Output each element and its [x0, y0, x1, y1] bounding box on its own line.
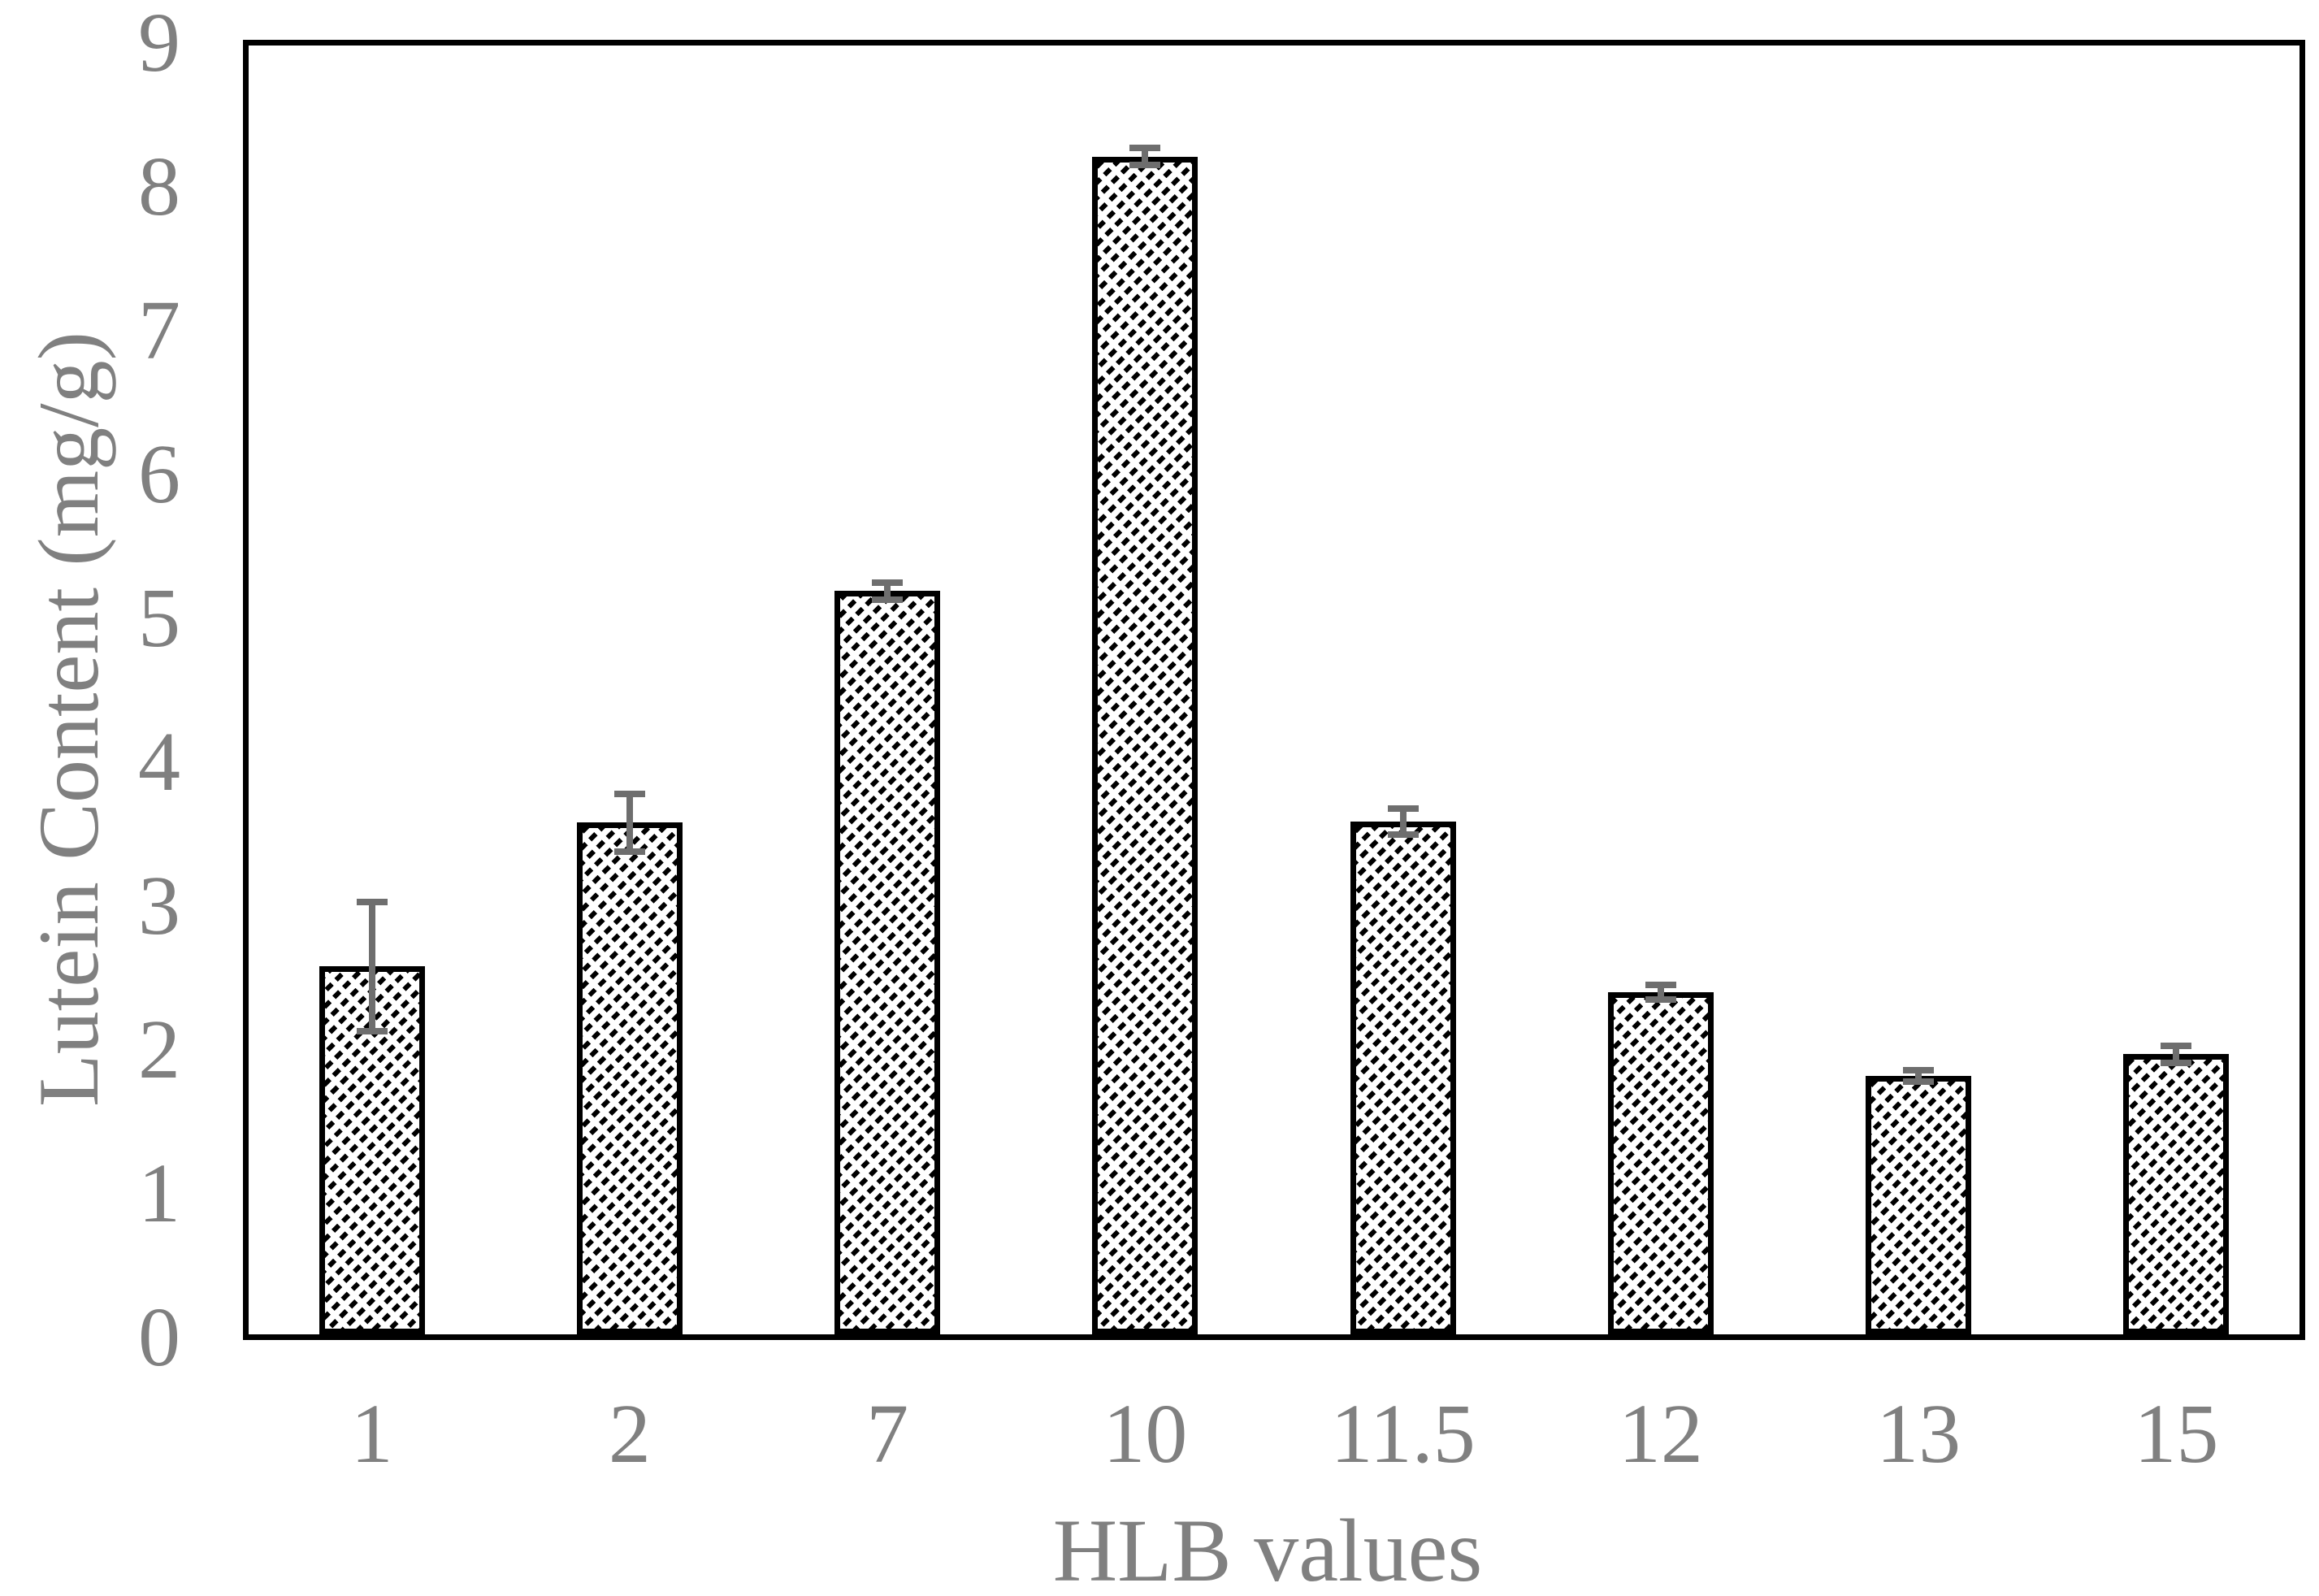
bar-hlb-2 [576, 822, 683, 1334]
error-bar-line-hlb-2 [626, 793, 633, 852]
y-tick-label-7: 7 [138, 284, 180, 377]
y-axis-title: Lutein Content (mg/g) [21, 332, 116, 1107]
y-tick-label-9: 9 [138, 0, 180, 89]
error-bar-cap-top-hlb-12 [1645, 982, 1676, 989]
x-tick-label-11.5: 11.5 [1330, 1387, 1476, 1481]
bar-hlb-12 [1607, 992, 1714, 1334]
bar-hlb-11.5 [1350, 821, 1456, 1334]
error-bar-cap-top-hlb-15 [2161, 1042, 2192, 1049]
error-bar-cap-bottom-hlb-15 [2161, 1059, 2192, 1066]
plot-area [243, 40, 2305, 1340]
y-tick-label-3: 3 [138, 859, 180, 952]
error-bar-cap-bottom-hlb-12 [1645, 996, 1676, 1004]
error-bar-line-hlb-7 [884, 582, 891, 600]
error-bar-cap-top-hlb-10 [1129, 145, 1161, 152]
bar-hlb-7 [834, 591, 941, 1334]
x-tick-label-13: 13 [1876, 1387, 1961, 1481]
y-tick-label-0: 0 [138, 1290, 180, 1384]
x-tick-label-12: 12 [1618, 1387, 1703, 1481]
y-tick-label-2: 2 [138, 1003, 180, 1096]
bar-hlb-15 [2123, 1054, 2230, 1334]
error-bar-cap-top-hlb-13 [1903, 1066, 1935, 1073]
x-tick-label-15: 15 [2134, 1387, 2219, 1481]
error-bar-cap-bottom-hlb-10 [1129, 162, 1161, 169]
error-bar-line-hlb-10 [1142, 148, 1149, 166]
y-tick-label-1: 1 [138, 1147, 180, 1240]
error-bar-line-hlb-15 [2173, 1045, 2180, 1063]
y-tick-label-4: 4 [138, 715, 180, 809]
error-bar-cap-bottom-hlb-13 [1903, 1078, 1935, 1085]
y-tick-label-5: 5 [138, 571, 180, 665]
error-bar-cap-bottom-hlb-2 [613, 848, 645, 855]
error-bar-line-hlb-13 [1915, 1069, 1922, 1082]
x-tick-label-10: 10 [1103, 1387, 1188, 1481]
error-bar-cap-top-hlb-7 [872, 579, 904, 586]
y-tick-label-8: 8 [138, 140, 180, 233]
x-tick-label-2: 2 [608, 1387, 651, 1481]
x-tick-label-7: 7 [866, 1387, 909, 1481]
error-bar-cap-bottom-hlb-11.5 [1387, 831, 1419, 838]
error-bar-line-hlb-11.5 [1399, 808, 1407, 835]
x-tick-label-1: 1 [350, 1387, 393, 1481]
bar-hlb-10 [1092, 156, 1199, 1334]
error-bar-cap-top-hlb-11.5 [1387, 805, 1419, 812]
bar-hlb-13 [1866, 1075, 1972, 1334]
error-bar-cap-top-hlb-2 [613, 790, 645, 797]
error-bar-cap-top-hlb-1 [356, 898, 388, 905]
error-bar-cap-bottom-hlb-7 [872, 596, 904, 603]
y-tick-label-6: 6 [138, 427, 180, 521]
error-bar-line-hlb-1 [368, 901, 375, 1031]
x-axis-title: HLB values [1052, 1501, 1483, 1596]
error-bar-cap-bottom-hlb-1 [356, 1027, 388, 1034]
error-bar-line-hlb-12 [1657, 985, 1664, 1000]
